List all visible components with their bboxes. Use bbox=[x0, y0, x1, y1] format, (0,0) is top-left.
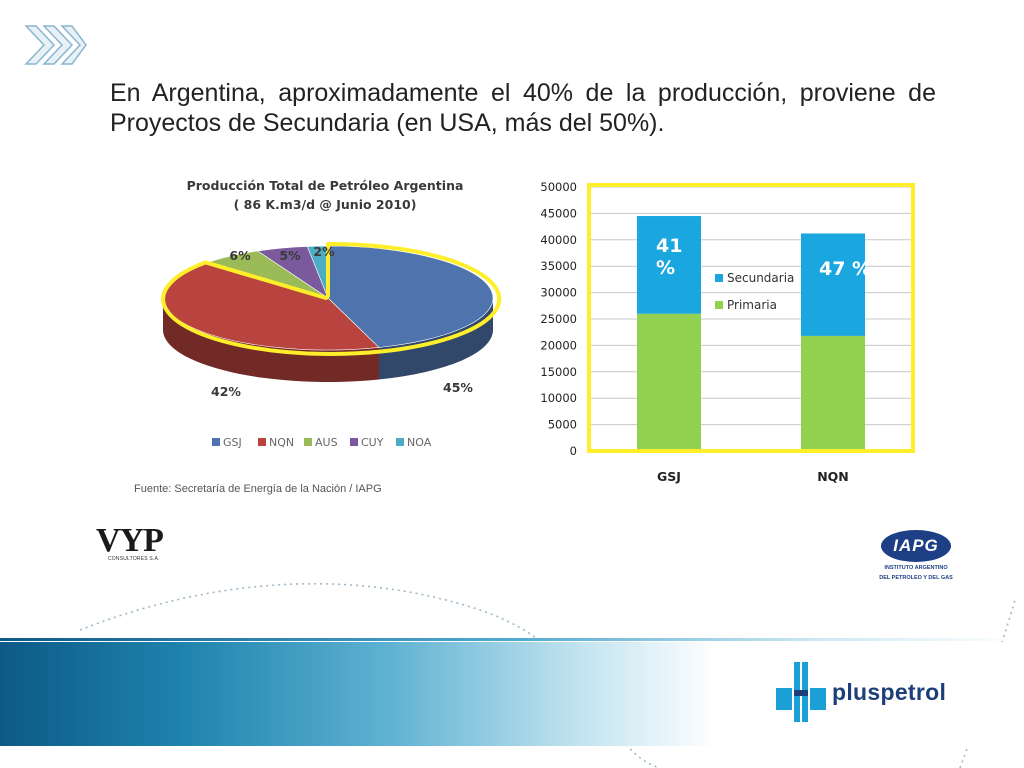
source-note: Fuente: Secretaría de Energía de la Naci… bbox=[134, 483, 382, 495]
pie-label-gsj: 45% bbox=[443, 380, 473, 395]
pie-legend-label-aus: AUS bbox=[315, 436, 338, 449]
pie-label-nqn: 42% bbox=[211, 384, 241, 399]
bar-highlight-frame bbox=[587, 183, 915, 453]
pie-title-line1: Producción Total de Petróleo Argentina bbox=[186, 178, 464, 193]
pie-legend-swatch-nqn bbox=[258, 438, 266, 446]
pie-title-line2: ( 86 K.m3/d @ Junio 2010) bbox=[233, 197, 417, 212]
iapg-logo-line2: DEL PETROLEO Y DEL GAS bbox=[879, 575, 953, 581]
bar-gsj-primaria bbox=[637, 313, 701, 451]
bar-legend-swatch-secundaria bbox=[715, 274, 723, 282]
y-tick-label: 25000 bbox=[540, 312, 577, 326]
pie-legend-label-nqn: NQN bbox=[269, 436, 294, 449]
footer-line bbox=[0, 638, 1024, 641]
bar-nqn-primaria bbox=[801, 335, 865, 451]
pie-label-aus: 6% bbox=[229, 248, 251, 263]
x-tick-label-nqn: NQN bbox=[817, 469, 849, 484]
pie-chart: 45% 42% 6% 5% 2% GSJ NQN AUS CUY NOA bbox=[161, 241, 502, 449]
bar-gsj-secundaria bbox=[637, 216, 701, 314]
y-tick-label: 15000 bbox=[540, 365, 577, 379]
vyp-logo-subtitle: CONSULTORES S.A. bbox=[108, 556, 160, 562]
y-tick-label: 40000 bbox=[540, 233, 577, 247]
y-tick-label: 0 bbox=[570, 444, 577, 458]
pie-highlight-outline bbox=[161, 241, 502, 356]
y-tick-label: 50000 bbox=[540, 180, 577, 194]
y-tick-label: 5000 bbox=[548, 418, 577, 432]
y-tick-label: 10000 bbox=[540, 391, 577, 405]
pie-legend-label-noa: NOA bbox=[407, 436, 432, 449]
pie-legend-swatch-noa bbox=[396, 438, 404, 446]
pie-legend-swatch-cuy bbox=[350, 438, 358, 446]
pie-legend-label-gsj: GSJ bbox=[223, 436, 242, 449]
iapg-logo-line1: INSTITUTO ARGENTINO bbox=[884, 565, 948, 571]
iapg-logo: IAPG INSTITUTO ARGENTINO DEL PETROLEO Y … bbox=[876, 530, 956, 582]
stacked-bar-chart: 0 5000 10000 15000 20000 25000 30000 35000 40000… bbox=[540, 180, 915, 484]
pie-legend-label-cuy: CUY bbox=[361, 436, 384, 449]
pie-slice-gsj bbox=[327, 245, 494, 348]
pluspetrol-wordmark: pluspetrol bbox=[832, 678, 947, 705]
pie-chart-title: Producción Total de Petróleo Argentina (… bbox=[160, 176, 490, 214]
pie-label-noa: 2% bbox=[313, 244, 335, 259]
pie-legend-swatch-aus bbox=[304, 438, 312, 446]
pie-side-nqn bbox=[163, 298, 379, 382]
pie-label-cuy: 5% bbox=[279, 248, 301, 263]
y-tick-label: 20000 bbox=[540, 338, 577, 352]
pie-side-walls bbox=[163, 298, 493, 382]
pie-legend-swatch-gsj bbox=[212, 438, 220, 446]
double-chevron-right-icon bbox=[24, 25, 87, 65]
bar-legend-label-secundaria: Secundaria bbox=[727, 271, 794, 285]
footer-banner bbox=[0, 642, 1024, 746]
y-tick-label: 45000 bbox=[540, 206, 577, 220]
annotation-gsj-percent: 41% bbox=[656, 235, 682, 279]
iapg-logo-mark: IAPG bbox=[881, 530, 951, 562]
slide-headline: En Argentina, aproximadamente el 40% de … bbox=[110, 79, 936, 137]
y-tick-label: 30000 bbox=[540, 286, 577, 300]
annotation-nqn-percent: 47 % bbox=[819, 258, 871, 280]
pluspetrol-mark bbox=[776, 662, 826, 722]
bar-nqn-secundaria bbox=[801, 233, 865, 336]
bar-legend-label-primaria: Primaria bbox=[727, 298, 777, 312]
vyp-logo: VYP CONSULTORES S.A. bbox=[96, 522, 164, 563]
y-tick-label: 35000 bbox=[540, 259, 577, 273]
x-tick-label-gsj: GSJ bbox=[657, 469, 681, 484]
vyp-logo-text: VYP bbox=[96, 522, 164, 559]
bar-legend-swatch-primaria bbox=[715, 301, 723, 309]
pluspetrol-logo: pluspetrol bbox=[776, 662, 946, 722]
pie-side-gsj bbox=[378, 298, 493, 380]
